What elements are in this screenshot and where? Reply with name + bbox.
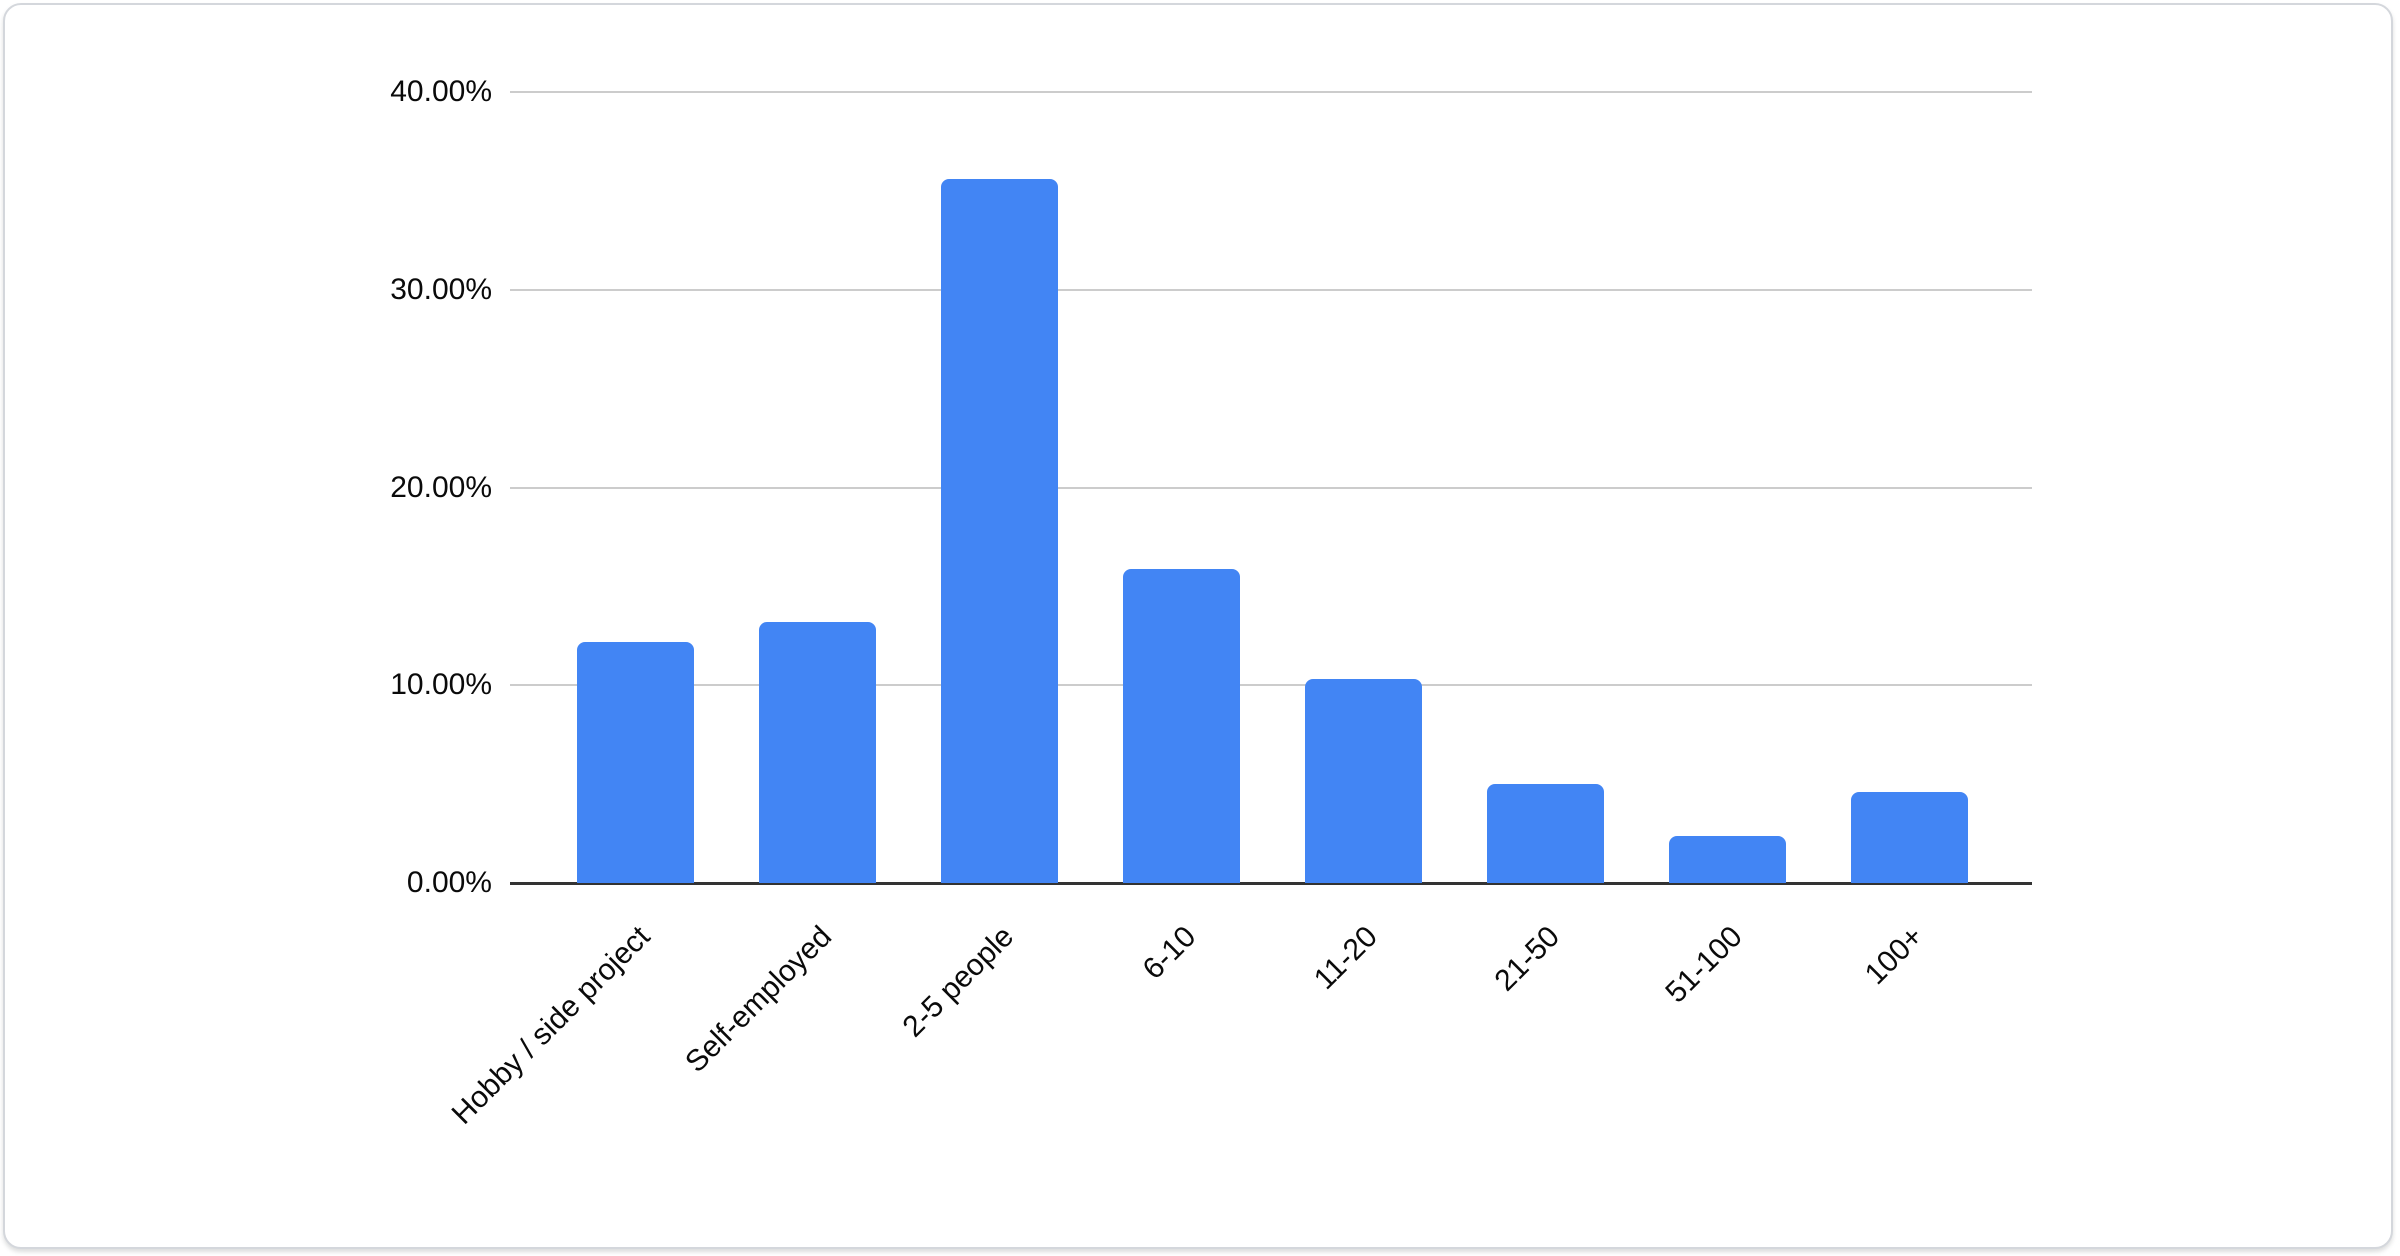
y-axis-tick-label-10-percent: 10.00% [390,668,492,702]
x-axis-label-self-employed: Self-employed [679,919,839,1079]
bar-21-50[interactable] [1486,784,1604,883]
x-axis-label-hobby-side-project: Hobby / side project [445,919,657,1131]
x-axis-baseline [510,882,2032,885]
x-axis-label-21-50: 21-50 [1488,919,1567,998]
y-axis-tick-label-40-percent: 40.00% [390,75,492,108]
y-axis-tick-label-30-percent: 30.00% [390,272,492,306]
x-axis-label-11-20: 11-20 [1308,919,1385,997]
gridline-30-percent [510,288,2032,291]
y-axis-tick-label-20-percent: 20.00% [390,470,492,504]
bar-6-10[interactable] [1122,568,1240,883]
bar-11-20[interactable] [1304,679,1422,883]
bar-self-employed[interactable] [758,621,876,883]
x-axis-label-2-5-people: 2-5 people [896,919,1021,1044]
bar-2-5-people[interactable] [940,179,1058,883]
bar-100[interactable] [1850,792,1968,883]
gridline-40-percent [510,91,2032,93]
bar-hobby-side-project[interactable] [576,641,694,883]
x-axis-label-100: 100+ [1859,919,1931,992]
x-axis-label-51-100: 51-100 [1658,919,1749,1010]
gridline-20-percent [510,486,2032,489]
x-axis-label-6-10: 6-10 [1136,919,1203,986]
y-axis-tick-label-0-percent: 0.00% [406,866,492,899]
bar-51-100[interactable] [1668,835,1786,883]
gridline-10-percent [510,684,2032,687]
